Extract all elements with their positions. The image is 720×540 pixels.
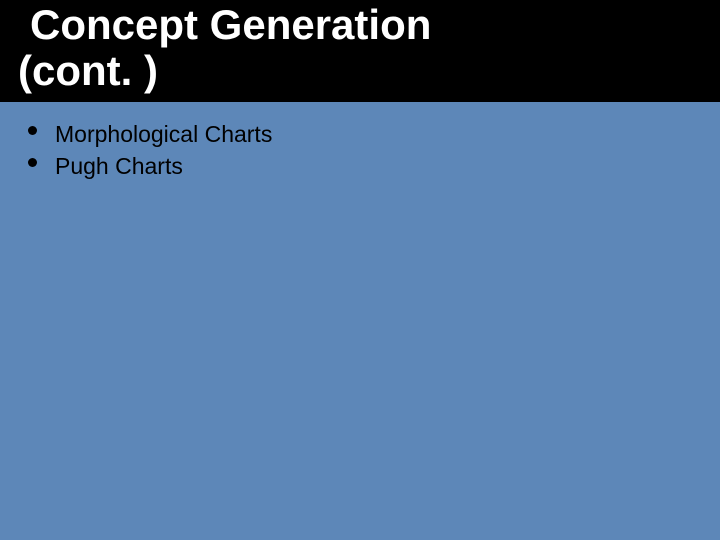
body-area: Morphological Charts Pugh Charts bbox=[0, 102, 720, 182]
bullet-icon bbox=[28, 158, 37, 167]
bullet-text: Pugh Charts bbox=[55, 152, 183, 182]
title-line-2: (cont. ) bbox=[18, 47, 158, 94]
title-bar: Concept Generation (cont. ) bbox=[0, 0, 720, 102]
title-line-1: Concept Generation bbox=[30, 1, 431, 48]
list-item: Pugh Charts bbox=[28, 152, 720, 182]
bullet-icon bbox=[28, 126, 37, 135]
slide: Concept Generation (cont. ) Morphologica… bbox=[0, 0, 720, 540]
slide-title: Concept Generation (cont. ) bbox=[18, 2, 720, 94]
list-item: Morphological Charts bbox=[28, 120, 720, 150]
bullet-text: Morphological Charts bbox=[55, 120, 272, 150]
